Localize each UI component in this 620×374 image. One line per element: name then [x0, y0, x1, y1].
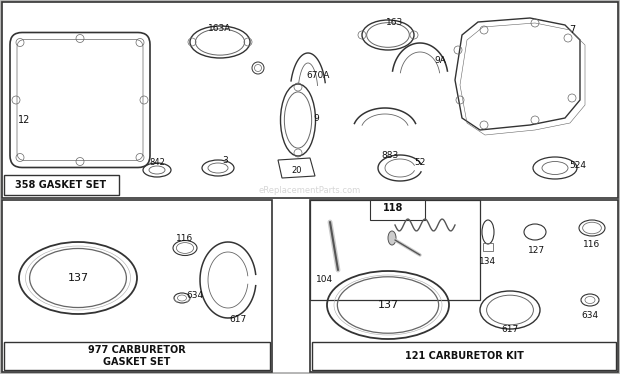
Text: 127: 127 — [528, 245, 546, 254]
Text: 617: 617 — [229, 316, 247, 325]
Text: eReplacementParts.com: eReplacementParts.com — [259, 186, 361, 194]
Bar — [4, 175, 119, 195]
Text: 7: 7 — [569, 25, 575, 35]
Text: 137: 137 — [378, 300, 399, 310]
Text: 116: 116 — [583, 239, 601, 248]
Text: 670A: 670A — [306, 71, 330, 80]
Text: 634: 634 — [582, 312, 598, 321]
Bar — [4, 342, 270, 370]
Text: 12: 12 — [18, 115, 30, 125]
Bar — [310, 200, 480, 300]
Bar — [2, 200, 272, 372]
Bar — [310, 200, 618, 372]
Bar — [370, 200, 425, 220]
Bar — [312, 342, 616, 370]
Text: 617: 617 — [502, 325, 518, 334]
Text: 52: 52 — [414, 157, 426, 166]
Text: 134: 134 — [479, 258, 497, 267]
Text: 137: 137 — [68, 273, 89, 283]
Ellipse shape — [388, 231, 396, 245]
Text: 524: 524 — [570, 160, 587, 169]
Text: 116: 116 — [176, 233, 193, 242]
Text: 9: 9 — [313, 113, 319, 123]
Text: 358 GASKET SET: 358 GASKET SET — [16, 180, 107, 190]
Text: 977 CARBURETOR
GASKET SET: 977 CARBURETOR GASKET SET — [88, 345, 186, 367]
Text: 842: 842 — [149, 157, 165, 166]
Text: 9A: 9A — [434, 55, 446, 64]
Text: 634: 634 — [187, 291, 203, 300]
Text: 163A: 163A — [208, 24, 232, 33]
Text: 3: 3 — [222, 156, 228, 165]
Text: 118: 118 — [383, 203, 403, 213]
Bar — [483, 243, 493, 251]
Text: 20: 20 — [292, 166, 303, 175]
Text: 163: 163 — [386, 18, 404, 27]
Text: 883: 883 — [381, 150, 399, 159]
Text: 104: 104 — [316, 276, 334, 285]
Bar — [2, 2, 618, 198]
Text: 121 CARBURETOR KIT: 121 CARBURETOR KIT — [405, 351, 523, 361]
